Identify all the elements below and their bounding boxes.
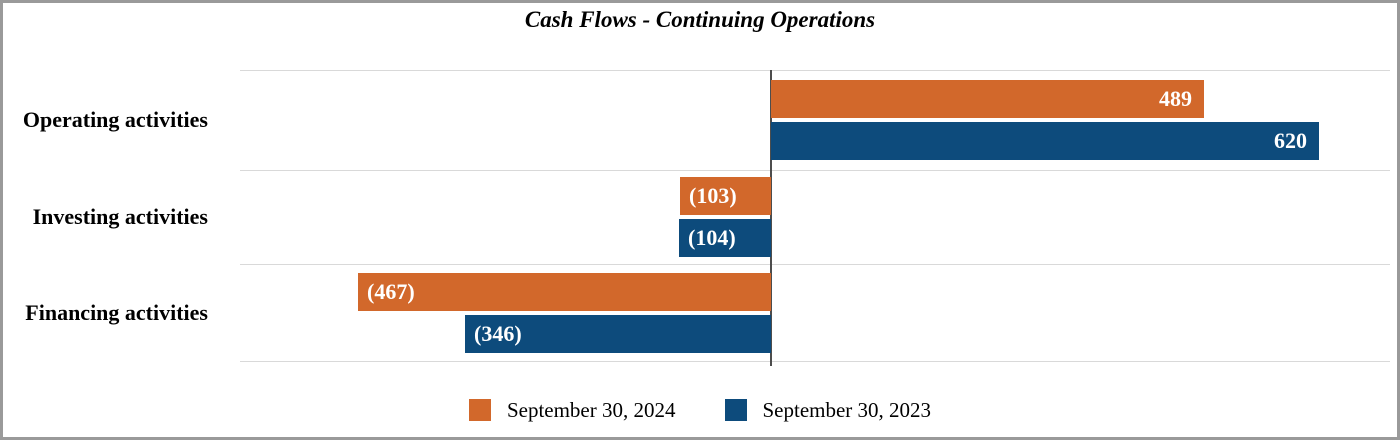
legend-swatch-september-30-2024	[468, 399, 491, 421]
gridline	[240, 170, 1390, 171]
gridline	[240, 361, 1390, 362]
bar-september-30-2023-operating-activities: 620	[771, 122, 1319, 160]
plot-area: 489 620 (103) (104) (467) (346)	[240, 70, 1390, 366]
legend: September 30, 2024 September 30, 2023	[3, 399, 1397, 421]
bar-september-30-2024-financing-activities: (467)	[358, 273, 771, 311]
bar-value-label: (346)	[474, 321, 522, 346]
legend-label-september-30-2023: September 30, 2023	[762, 398, 932, 422]
chart-title: Cash Flows - Continuing Operations	[524, 7, 876, 32]
bar-september-30-2023-financing-activities: (346)	[465, 315, 771, 353]
bar-value-label: (103)	[689, 183, 737, 208]
bar-value-label: (104)	[688, 225, 736, 250]
bar-september-30-2023-investing-activities: (104)	[679, 219, 771, 257]
bar-value-label: 620	[1274, 128, 1307, 153]
bar-september-30-2024-operating-activities: 489	[771, 80, 1204, 118]
category-label-operating-activities: Operating activities	[22, 107, 208, 132]
zero-axis-line	[770, 70, 772, 366]
legend-item-september-30-2024: September 30, 2024	[468, 398, 676, 422]
category-label-financing-activities: Financing activities	[25, 299, 208, 325]
category-label-investing-activities: Investing activities	[32, 204, 208, 229]
gridline	[240, 264, 1390, 265]
legend-swatch-september-30-2023	[724, 399, 747, 421]
legend-label-september-30-2024: September 30, 2024	[506, 398, 676, 422]
bar-value-label: 489	[1159, 86, 1192, 111]
bar-september-30-2024-investing-activities: (103)	[680, 177, 771, 215]
bar-value-label: (467)	[367, 279, 415, 304]
legend-item-september-30-2023: September 30, 2023	[724, 398, 932, 422]
gridline	[240, 70, 1390, 71]
